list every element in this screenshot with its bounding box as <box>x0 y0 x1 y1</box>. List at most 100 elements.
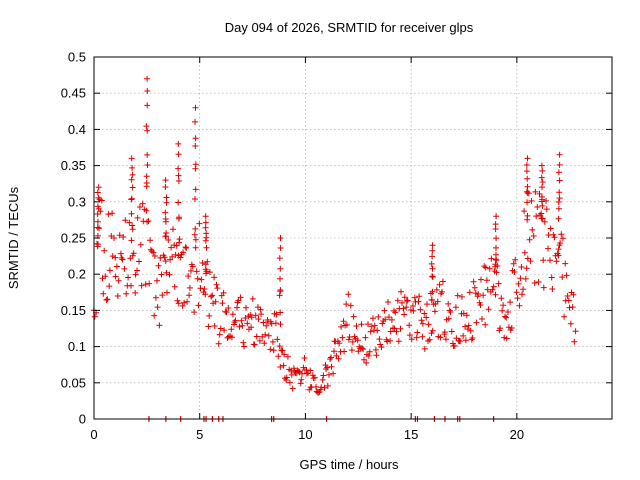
data-point <box>143 180 150 186</box>
data-point <box>129 184 136 191</box>
data-point <box>538 174 545 181</box>
data-point <box>248 324 255 331</box>
data-point <box>569 304 576 311</box>
data-point <box>475 291 482 297</box>
data-point <box>151 312 158 319</box>
data-point <box>529 226 536 233</box>
data-point <box>95 205 102 212</box>
x-tick-label: 15 <box>404 427 418 442</box>
data-point <box>343 301 350 308</box>
data-point <box>523 168 530 175</box>
data-point <box>138 282 145 289</box>
data-point <box>129 171 136 178</box>
data-point <box>413 334 420 341</box>
data-point <box>434 298 441 305</box>
data-point <box>202 261 209 268</box>
data-point <box>281 351 288 358</box>
data-point <box>556 195 563 202</box>
data-point <box>572 328 579 335</box>
data-point <box>331 348 337 355</box>
data-point <box>535 279 542 285</box>
data-point <box>393 328 400 335</box>
data-point <box>192 236 199 243</box>
data-point <box>543 197 549 204</box>
data-point <box>195 302 202 309</box>
data-point <box>419 320 426 327</box>
data-point <box>321 384 328 391</box>
data-point <box>418 317 425 324</box>
data-point <box>162 184 169 190</box>
data-point <box>556 177 563 184</box>
x-tick-label: 20 <box>510 427 524 442</box>
data-point <box>555 252 562 259</box>
data-point <box>353 323 360 329</box>
data-point <box>175 252 182 259</box>
data-point <box>429 247 436 254</box>
data-point <box>144 218 151 225</box>
data-point <box>555 169 562 176</box>
data-point <box>524 255 531 262</box>
data-point <box>541 218 548 225</box>
data-point <box>477 302 484 308</box>
data-point <box>376 336 383 343</box>
data-point <box>511 269 518 275</box>
data-point <box>96 225 102 232</box>
data-point <box>202 224 209 231</box>
x-tick-label: 0 <box>90 427 97 442</box>
zero-markers <box>148 416 495 422</box>
data-point <box>338 323 345 330</box>
data-point <box>175 165 182 172</box>
data-point <box>132 289 139 296</box>
data-point <box>229 311 236 318</box>
data-point <box>361 356 367 363</box>
y-tick-label: 0.45 <box>61 86 86 101</box>
data-point <box>192 244 199 251</box>
data-point <box>123 290 130 297</box>
data-point <box>567 320 574 327</box>
data-point <box>366 348 373 355</box>
data-point <box>358 321 365 328</box>
data-point <box>272 320 279 327</box>
data-point <box>94 241 101 248</box>
data-point <box>277 309 284 316</box>
data-point <box>371 322 378 329</box>
data-point <box>445 315 452 322</box>
data-point <box>236 323 243 330</box>
data-point <box>387 337 394 344</box>
data-point <box>373 352 380 359</box>
data-point <box>561 313 568 320</box>
data-point <box>277 321 284 328</box>
data-point <box>143 207 150 214</box>
data-point <box>345 336 352 343</box>
data-point <box>151 253 158 259</box>
data-point <box>521 249 528 256</box>
data-point <box>251 341 258 348</box>
data-point <box>324 382 331 389</box>
data-point <box>288 371 295 378</box>
data-point <box>570 291 577 298</box>
data-point <box>521 208 528 215</box>
data-point <box>128 196 135 203</box>
data-point <box>128 210 135 217</box>
data-point <box>128 155 135 162</box>
data-point <box>155 262 162 269</box>
data-point <box>503 314 510 321</box>
data-point <box>401 311 408 318</box>
data-point <box>467 327 474 334</box>
data-point <box>202 237 209 244</box>
data-point <box>163 194 170 201</box>
data-point <box>436 281 443 288</box>
data-point <box>219 300 226 307</box>
data-point <box>510 260 517 267</box>
data-point <box>454 292 461 299</box>
data-point <box>565 297 572 304</box>
data-point <box>221 327 228 334</box>
y-tick-label: 0.05 <box>61 375 86 390</box>
data-point <box>555 215 562 222</box>
data-point <box>125 274 132 281</box>
data-point <box>429 253 436 260</box>
data-point <box>403 298 410 305</box>
data-point <box>524 155 531 162</box>
data-point <box>234 304 240 311</box>
